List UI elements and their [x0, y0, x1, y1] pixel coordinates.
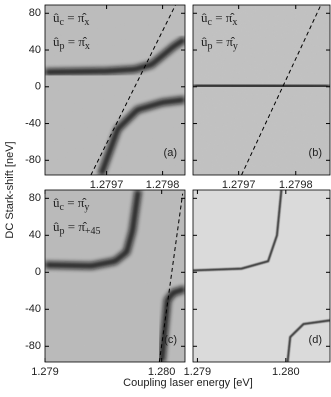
x-tick-label: 1.280: [272, 366, 300, 378]
resonance-line: [45, 190, 142, 270]
resonance-line: [97, 96, 185, 175]
annotation-equals: = π̂: [64, 10, 87, 25]
annotation-symbol: û: [53, 219, 60, 234]
annotation: ûp = π̂+45: [53, 219, 101, 237]
annotation-equals: = π̂: [65, 34, 88, 49]
resonance-line: [193, 190, 283, 272]
annotation-subscript: x: [232, 17, 237, 28]
panel-frame: [192, 189, 331, 363]
annotation-symbol: û: [201, 34, 208, 49]
annotation-equals: = π̂: [212, 10, 235, 25]
y-tick-label: -80: [25, 154, 41, 166]
annotation: ûc = π̂y: [53, 195, 89, 213]
annotation-subscript: +45: [85, 226, 101, 237]
y-tick-label: 80: [29, 7, 41, 19]
annotation: ûp = π̂x: [53, 34, 90, 52]
annotation-symbol: û: [53, 10, 60, 25]
y-tick-label: -80: [25, 340, 41, 352]
annotation-symbol: û: [53, 195, 60, 210]
plot-area: [193, 5, 330, 175]
y-tick-label: 40: [29, 229, 41, 241]
plot-area: [45, 5, 185, 175]
resonance-line: [45, 36, 185, 76]
plot-area: [45, 190, 185, 362]
annotation: ûp = π̂y: [201, 34, 238, 52]
annotation-equals: = π̂: [213, 34, 236, 49]
annotation-subscript: p: [60, 226, 65, 237]
annotation-symbol: û: [201, 10, 208, 25]
x-tick-label: 1.2798: [279, 179, 313, 191]
annotation-subscript: c: [60, 202, 65, 213]
panel-frame: [44, 189, 186, 363]
x-tick-label: 1.2798: [146, 179, 180, 191]
annotation-subscript: c: [60, 17, 65, 28]
annotation-subscript: p: [60, 41, 65, 52]
resonance-line: [158, 285, 185, 362]
panel-label: (c): [164, 334, 177, 346]
x-axis-label: Coupling laser energy [eV]: [123, 377, 253, 389]
annotation-equals: = π̂: [64, 195, 87, 210]
x-tick-label: 1.2797: [222, 179, 256, 191]
y-tick-label: 40: [29, 44, 41, 56]
resonance-line: [193, 81, 330, 91]
panel-background: [193, 190, 330, 362]
x-tick-label: 1.279: [184, 366, 212, 378]
annotation-subscript: x: [84, 17, 89, 28]
y-tick-label: 80: [29, 192, 41, 204]
panel-label: (a): [164, 147, 177, 159]
annotation: ûc = π̂x: [201, 10, 237, 28]
panel-label: (b): [309, 147, 322, 159]
panel: 1.279 1.280 (d): [184, 189, 331, 378]
annotation-subscript: p: [208, 41, 213, 52]
y-tick-label: -40: [25, 303, 41, 315]
x-tick-label: 1.280: [148, 366, 176, 378]
dashed-line: [241, 5, 322, 175]
plot-area: [193, 190, 330, 362]
annotation: ûc = π̂x: [53, 10, 89, 28]
panel-frame: [192, 4, 331, 176]
annotation-subscript: x: [85, 41, 90, 52]
annotation-symbol: û: [53, 34, 60, 49]
x-tick-label: 1.279: [31, 366, 59, 378]
annotation-equals: = π̂: [65, 219, 88, 234]
resonance-line: [286, 319, 330, 362]
y-tick-label: -40: [25, 117, 41, 129]
y-tick-label: 0: [35, 266, 41, 278]
panel-label: (d): [309, 334, 322, 346]
panel: 1.2797 1.2798(b)ûc = π̂xûp = π̂y: [192, 4, 331, 191]
annotation-subscript: y: [84, 202, 89, 213]
dashed-line: [90, 5, 176, 175]
x-tick-label: 1.2797: [90, 179, 124, 191]
y-axis-label: DC Stark-shift [neV]: [4, 141, 16, 238]
annotation-subscript: y: [233, 41, 238, 52]
annotation-subscript: c: [208, 17, 213, 28]
panel-frame: [44, 4, 186, 176]
dashed-line: [158, 193, 184, 362]
y-tick-label: 0: [35, 81, 41, 93]
